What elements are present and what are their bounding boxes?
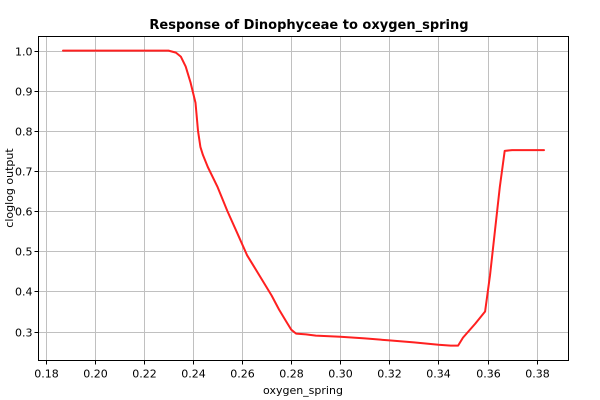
chart-title: Response of Dinophyceae to oxygen_spring xyxy=(149,18,468,33)
y-tick-label: 0.5 xyxy=(15,246,33,259)
y-tick-label: 0.3 xyxy=(15,327,33,340)
y-tick-label: 0.9 xyxy=(15,86,33,99)
series-layer xyxy=(62,49,545,347)
x-axis-label: oxygen_spring xyxy=(263,384,343,397)
x-tick-label: 0.22 xyxy=(132,368,157,381)
y-tick-label: 1.0 xyxy=(15,46,33,59)
x-tick-label: 0.32 xyxy=(377,368,402,381)
y-tick-label: 0.6 xyxy=(15,206,33,219)
y-axis: 0.3 0.4 0.5 0.6 0.7 0.8 0.9 1.0 xyxy=(15,46,39,340)
x-axis: 0.18 0.20 0.22 0.24 0.26 0.28 0.30 0.32 0.34 0.36… xyxy=(34,360,550,381)
grid xyxy=(38,36,569,361)
x-tick-label: 0.34 xyxy=(426,368,451,381)
y-tick-label: 0.8 xyxy=(15,126,33,139)
x-tick-label: 0.18 xyxy=(34,368,59,381)
x-tick-label: 0.24 xyxy=(181,368,206,381)
x-tick-label: 0.36 xyxy=(476,368,501,381)
x-tick-label: 0.38 xyxy=(525,368,550,381)
y-tick-label: 0.4 xyxy=(15,286,33,299)
response-curve xyxy=(62,49,545,347)
y-axis-label: cloglog output xyxy=(3,148,16,228)
plot-frame xyxy=(38,36,569,361)
x-tick-label: 0.30 xyxy=(328,368,353,381)
x-tick-label: 0.26 xyxy=(230,368,255,381)
y-tick-label: 0.7 xyxy=(15,166,33,179)
x-tick-label: 0.20 xyxy=(83,368,108,381)
x-tick-label: 0.28 xyxy=(279,368,304,381)
